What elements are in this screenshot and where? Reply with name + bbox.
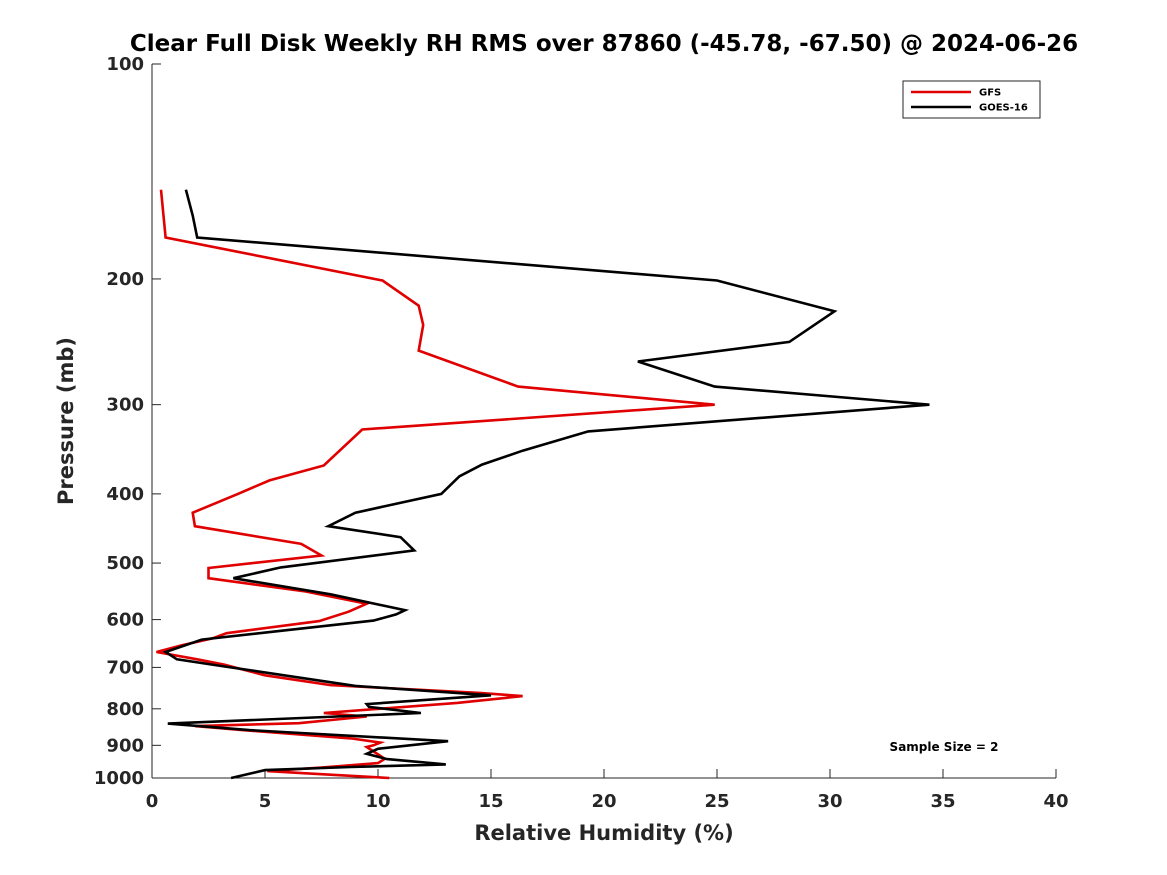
x-tick-label: 0: [146, 791, 159, 812]
x-tick-label: 40: [1043, 791, 1068, 812]
legend-label: GOES-16: [979, 103, 1028, 114]
x-tick-label: 25: [704, 791, 729, 812]
y-tick-label: 200: [106, 269, 144, 290]
x-tick-label: 5: [259, 791, 272, 812]
y-tick-label: 400: [106, 484, 144, 505]
series-line-goes-16: [162, 189, 930, 780]
legend-box: [902, 80, 1041, 119]
x-tick-label: 10: [365, 791, 390, 812]
x-tick-label: 15: [478, 791, 503, 812]
y-axis-label: Pressure (mb): [54, 337, 78, 505]
y-tick-label: 300: [106, 395, 144, 416]
y-tick-label: 900: [106, 735, 144, 756]
y-tick-label: 700: [106, 657, 144, 678]
x-axis-label: Relative Humidity (%): [474, 821, 733, 845]
legend-label: GFS: [979, 88, 1001, 99]
x-tick-label: 30: [817, 791, 842, 812]
x-tick-label: 35: [930, 791, 955, 812]
chart-title: Clear Full Disk Weekly RH RMS over 87860…: [130, 31, 1078, 57]
plot-area: 0 5 10 15 20 25 30 35 40 100 200 300 400 500 600 700 800…: [94, 54, 1069, 812]
y-tick-label: 600: [106, 610, 144, 631]
y-tick-label: 1000: [94, 768, 144, 789]
x-tick-label: 20: [591, 791, 616, 812]
y-tick-label: 500: [106, 553, 144, 574]
y-tick-label: 800: [106, 699, 144, 720]
legend: GFS GOES-16: [902, 80, 1041, 119]
y-tick-label: 100: [106, 54, 144, 75]
sample-size-annotation: Sample Size = 2: [890, 740, 999, 754]
